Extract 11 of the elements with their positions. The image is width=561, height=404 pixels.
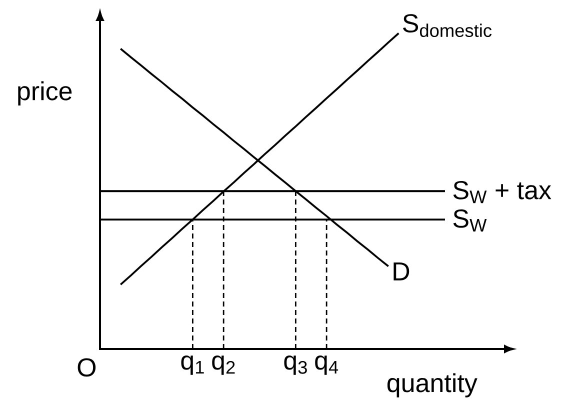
ref-line-label: S$_{W}$ [453, 209, 487, 232]
x-axis-title: quantity [387, 373, 478, 398]
y-axis-title: price [18, 81, 72, 106]
text: O [78, 358, 96, 377]
x-tick-label: q$_{4}$ [315, 356, 338, 375]
x-tick-label: q$_{3}$ [284, 356, 307, 375]
x-tick-label: q$_{2}$ [212, 356, 235, 375]
series-label: S$_{domestic}$ [403, 14, 492, 38]
x-tick-label: q$_{1}$ [181, 356, 204, 375]
series-label: D [394, 262, 410, 280]
ref-line-label: S$_{W}$ + tax [453, 180, 552, 204]
